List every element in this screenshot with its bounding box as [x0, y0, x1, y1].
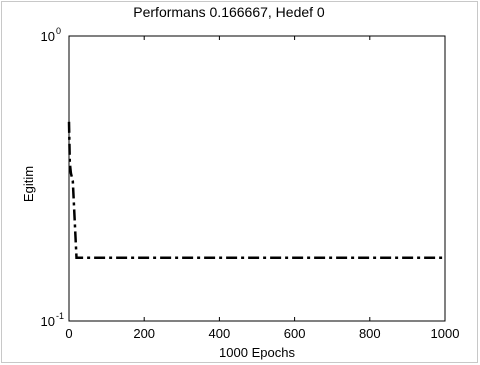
plot-area: [68, 35, 446, 322]
x-tick-label: 1000: [431, 326, 460, 341]
x-tick-label: 400: [209, 326, 231, 341]
x-tick-label: 800: [359, 326, 381, 341]
y-tick-label: 10: [41, 29, 55, 44]
y-tick-exponent: -1: [56, 311, 64, 321]
x-tick-label: 200: [133, 326, 155, 341]
y-axis-label: Egitim: [21, 166, 36, 202]
x-axis-label: 1000 Epochs: [219, 345, 295, 360]
y-tick-exponent: 0: [56, 26, 61, 36]
y-tick-label: 10: [41, 314, 55, 329]
chart-title: Performans 0.166667, Hedef 0: [133, 4, 325, 20]
x-axis-ticks: 0 200 400 600 800 1000: [65, 36, 459, 341]
x-tick-label: 600: [284, 326, 306, 341]
x-tick-label: 0: [65, 326, 72, 341]
